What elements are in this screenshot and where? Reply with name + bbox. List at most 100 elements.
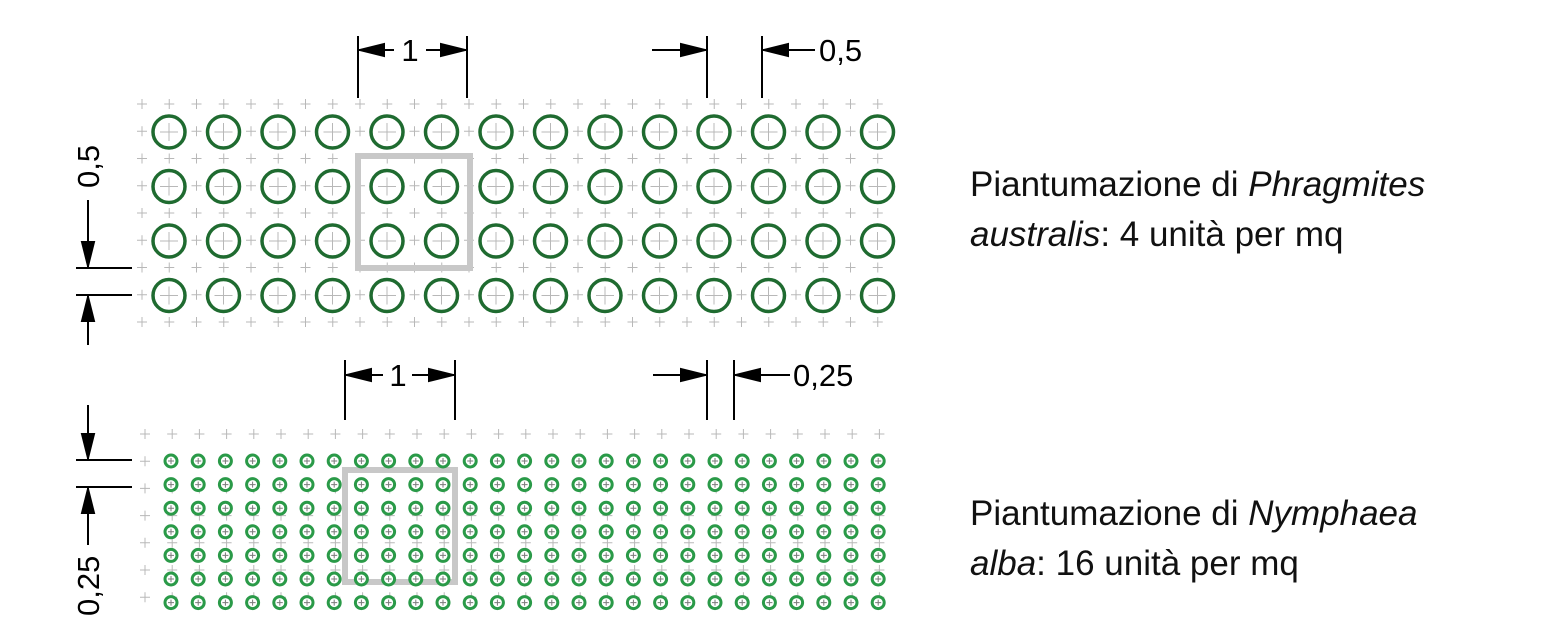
- grid-cross: [845, 126, 856, 137]
- grid-cross: [763, 317, 774, 327]
- grid-cross: [140, 537, 150, 548]
- nymphaea-plant: [489, 500, 505, 516]
- grid-cross: [600, 208, 611, 218]
- grid-cross: [140, 592, 150, 603]
- nymphaea-plant: [272, 500, 288, 516]
- grid-cross: [409, 208, 420, 218]
- grid-cross: [602, 537, 613, 548]
- grid-cross: [409, 99, 420, 109]
- nymphaea-plant: [734, 547, 750, 563]
- grid-cross: [736, 289, 747, 300]
- nymphaea-plant: [489, 524, 505, 540]
- nymphaea-plant: [326, 477, 342, 493]
- bottom-caption-line2: alba: 16 unità per mq: [970, 539, 1418, 589]
- nymphaea-plant: [843, 595, 859, 611]
- grid-cross: [140, 510, 150, 521]
- grid-cross: [191, 235, 202, 246]
- nymphaea-plant: [870, 524, 886, 540]
- nymphaea-plant: [625, 453, 641, 469]
- grid-cross: [818, 153, 829, 164]
- nymphaea-plant: [190, 571, 206, 587]
- grid-cross: [627, 180, 638, 191]
- grid-cross: [545, 262, 556, 273]
- grid-cross: [246, 317, 256, 327]
- grid-cross: [654, 99, 665, 109]
- nymphaea-plant: [163, 477, 179, 493]
- nymphaea-plant: [163, 595, 179, 611]
- grid-cross: [682, 180, 692, 191]
- nymphaea-plant: [517, 453, 533, 469]
- nymphaea-plant: [517, 595, 533, 611]
- nymphaea-plant: [299, 547, 315, 563]
- top-dimension-unit: [357, 36, 468, 98]
- nymphaea-plant: [272, 453, 288, 469]
- nymphaea-plant: [707, 500, 723, 516]
- phragmites-plant: [423, 277, 460, 314]
- grid-cross: [221, 429, 232, 439]
- grid-cross: [191, 208, 202, 218]
- nymphaea-plant: [272, 571, 288, 587]
- grid-cross: [736, 208, 747, 218]
- phragmites-plant: [750, 277, 787, 314]
- nymphaea-plant: [843, 453, 859, 469]
- nymphaea-plant: [217, 453, 233, 469]
- grid-cross: [439, 537, 450, 548]
- nymphaea-plant: [734, 453, 750, 469]
- grid-cross: [140, 565, 150, 575]
- grid-cross: [627, 289, 638, 300]
- grid-cross: [629, 429, 640, 439]
- grid-cross: [738, 537, 749, 548]
- phragmites-plant: [369, 277, 405, 314]
- grid-cross: [682, 317, 692, 327]
- grid-cross: [709, 153, 720, 164]
- grid-cross: [140, 456, 150, 467]
- grid-cross: [709, 317, 720, 327]
- grid-cross: [137, 99, 147, 109]
- phragmites-plant: [260, 223, 296, 259]
- nymphaea-plant: [680, 453, 696, 469]
- grid-cross: [518, 126, 529, 137]
- grid-cross: [575, 537, 586, 548]
- grid-cross: [191, 262, 202, 273]
- nymphaea-plant: [190, 477, 206, 493]
- phragmites-plant: [369, 168, 405, 205]
- grid-cross: [191, 180, 202, 191]
- nymphaea-plant: [245, 453, 261, 469]
- grid-cross: [818, 208, 829, 218]
- phragmites-plant: [696, 223, 732, 259]
- grid-cross: [300, 289, 311, 300]
- grid-cross: [629, 537, 640, 548]
- nymphaea-plant: [761, 571, 777, 587]
- grid-cross: [303, 429, 314, 439]
- grid-cross: [491, 262, 502, 273]
- nymphaea-plant: [326, 524, 342, 540]
- grid-cross: [491, 153, 502, 164]
- grid-cross: [600, 153, 611, 164]
- phragmites-plant: [314, 277, 351, 314]
- top-unit-square: [355, 153, 473, 271]
- nymphaea-plant: [381, 524, 397, 540]
- nymphaea-plant: [816, 524, 832, 540]
- nymphaea-plant: [680, 477, 696, 493]
- phragmites-plant: [641, 223, 678, 259]
- nymphaea-plant: [598, 547, 614, 563]
- grid-cross: [466, 429, 477, 439]
- grid-cross: [412, 537, 422, 548]
- grid-cross: [736, 153, 747, 164]
- grid-cross: [137, 262, 147, 273]
- bottom-dimension-spacing-v: [76, 405, 132, 545]
- nymphaea-plant: [163, 524, 179, 540]
- nymphaea-plant: [217, 500, 233, 516]
- phragmites-plant: [260, 277, 296, 314]
- grid-cross: [300, 99, 311, 109]
- grid-cross: [682, 235, 692, 246]
- phragmites-plant: [423, 223, 460, 259]
- phragmites-plant: [205, 277, 242, 314]
- grid-cross: [191, 99, 202, 109]
- phragmites-plant: [423, 168, 460, 205]
- phragmites-plant: [151, 168, 187, 205]
- grid-cross: [600, 317, 611, 327]
- nymphaea-plant: [462, 477, 478, 493]
- grid-cross: [382, 317, 393, 327]
